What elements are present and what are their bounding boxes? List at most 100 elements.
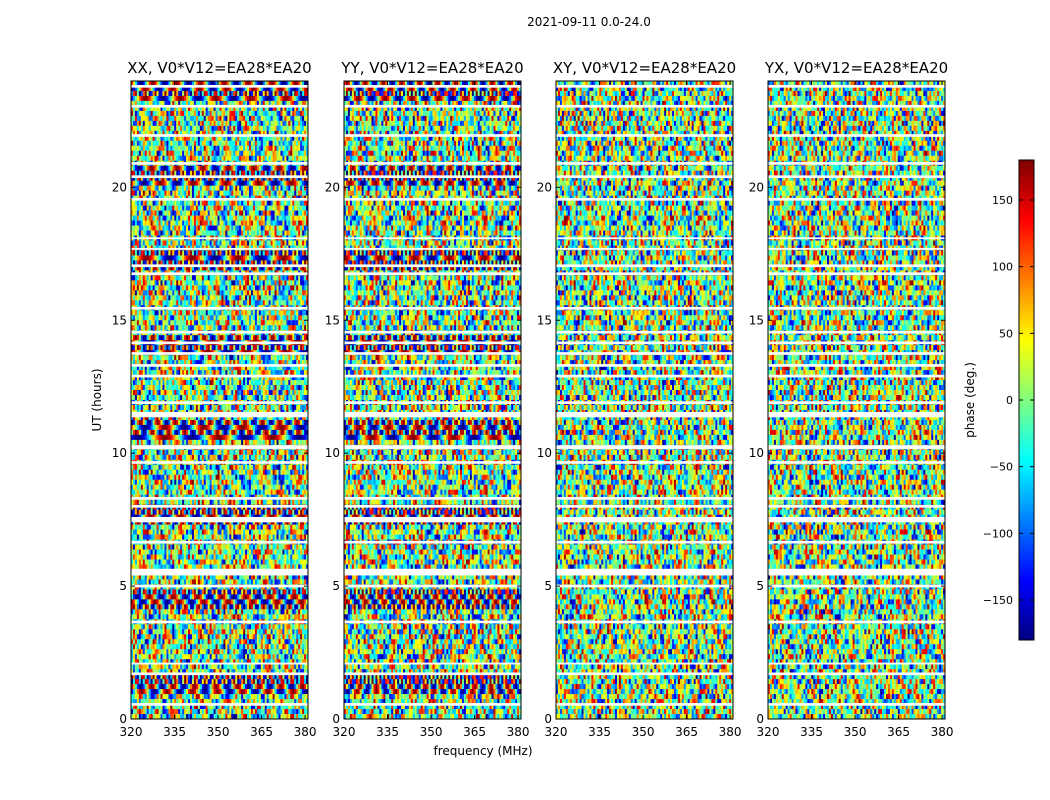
flagged-band-1: [344, 672, 521, 676]
flagged-band-13: [556, 401, 733, 404]
flagged-band-27: [131, 134, 308, 137]
flagged-band-16: [768, 352, 945, 355]
flagged-band-6: [131, 540, 308, 544]
flagged-band-28: [344, 104, 521, 108]
y-axis-label: UT (hours): [90, 368, 104, 431]
panel-XX-title: XX, V0*V12=EA28*EA20: [127, 59, 311, 77]
flagged-band-18: [131, 330, 308, 334]
flagged-band-24: [131, 197, 308, 201]
flagged-band-10: [131, 461, 308, 464]
flagged-band-29: [556, 84, 733, 88]
flagged-band-3: [344, 620, 521, 624]
x-tick-label: 320: [333, 725, 356, 739]
flagged-band-5: [556, 568, 733, 576]
flagged-band-18: [556, 330, 733, 334]
flagged-band-20: [768, 272, 945, 276]
flagged-band-8: [556, 505, 733, 508]
x-tick-label: 365: [250, 725, 273, 739]
flagged-band-8: [131, 505, 308, 508]
y-tick-label: 20: [537, 180, 552, 194]
flagged-band-4: [131, 584, 308, 588]
flagged-band-25: [344, 175, 521, 179]
flagged-band-4: [556, 584, 733, 588]
flagged-band-5: [344, 568, 521, 576]
x-tick-label: 335: [588, 725, 611, 739]
flagged-band-0: [556, 703, 733, 706]
flagged-band-19: [556, 306, 733, 310]
flagged-band-14: [556, 374, 733, 378]
y-tick-label: 10: [112, 446, 127, 460]
y-tick-label: 10: [325, 446, 340, 460]
flagged-band-20: [556, 272, 733, 276]
y-tick-label: 0: [332, 712, 340, 726]
flagged-band-11: [556, 445, 733, 450]
flagged-band-28: [556, 104, 733, 108]
flagged-band-1: [556, 672, 733, 676]
flagged-band-16: [344, 352, 521, 355]
flagged-band-6: [556, 540, 733, 544]
flagged-band-0: [131, 703, 308, 706]
flagged-band-26: [768, 162, 945, 165]
flagged-band-15: [344, 364, 521, 367]
flagged-band-10: [556, 461, 733, 464]
colorbar-tick-label: −100: [983, 527, 1013, 540]
colorbar-tick-label: 0: [1006, 394, 1013, 407]
flagged-band-23: [768, 237, 945, 240]
flagged-band-13: [131, 401, 308, 404]
flagged-band-8: [344, 505, 521, 508]
flagged-band-12: [131, 411, 308, 418]
panel-YY-title: YY, V0*V12=EA28*EA20: [340, 59, 523, 77]
flagged-band-3: [131, 620, 308, 624]
flagged-band-16: [131, 352, 308, 355]
flagged-band-17: [131, 341, 308, 345]
y-tick-label: 0: [544, 712, 552, 726]
panel-XY-phase-image: [556, 81, 733, 719]
y-tick-label: 0: [756, 712, 764, 726]
flagged-band-7: [131, 516, 308, 523]
flagged-band-13: [768, 401, 945, 404]
flagged-band-8: [768, 505, 945, 508]
x-tick-label: 335: [800, 725, 823, 739]
colorbar-label: phase (deg.): [963, 362, 977, 438]
y-tick-label: 5: [544, 579, 552, 593]
x-tick-label: 350: [420, 725, 443, 739]
flagged-band-12: [768, 411, 945, 418]
flagged-band-17: [768, 341, 945, 345]
x-tick-label: 350: [207, 725, 230, 739]
flagged-band-12: [556, 411, 733, 418]
panel-YY-phase-image: [344, 81, 521, 719]
y-tick-label: 5: [119, 579, 127, 593]
flagged-band-19: [768, 306, 945, 310]
flagged-band-2: [768, 662, 945, 665]
flagged-band-7: [344, 516, 521, 523]
colorbar-tick-label: −50: [990, 461, 1013, 474]
flagged-band-14: [131, 374, 308, 378]
flagged-band-2: [344, 662, 521, 665]
flagged-band-24: [556, 197, 733, 201]
flagged-band-9: [344, 497, 521, 500]
flagged-band-22: [131, 247, 308, 250]
x-tick-label: 320: [545, 725, 568, 739]
x-tick-label: 320: [120, 725, 143, 739]
panel-XX-frame: [130, 80, 309, 720]
flagged-band-17: [344, 341, 521, 345]
flagged-band-15: [768, 364, 945, 367]
flagged-band-24: [344, 197, 521, 201]
flagged-band-6: [344, 540, 521, 544]
flagged-band-9: [131, 497, 308, 500]
flagged-band-27: [768, 134, 945, 137]
flagged-band-19: [344, 306, 521, 310]
flagged-band-0: [344, 703, 521, 706]
flagged-band-4: [344, 584, 521, 588]
flagged-band-25: [131, 175, 308, 179]
colorbar-tick-label: 100: [992, 261, 1013, 274]
flagged-band-11: [768, 445, 945, 450]
y-tick-label: 0: [119, 712, 127, 726]
colorbar-tick-label: −150: [983, 594, 1013, 607]
flagged-band-16: [556, 352, 733, 355]
x-tick-label: 380: [719, 725, 742, 739]
flagged-band-13: [344, 401, 521, 404]
flagged-band-20: [131, 272, 308, 276]
x-tick-label: 365: [675, 725, 698, 739]
flagged-band-26: [344, 162, 521, 165]
